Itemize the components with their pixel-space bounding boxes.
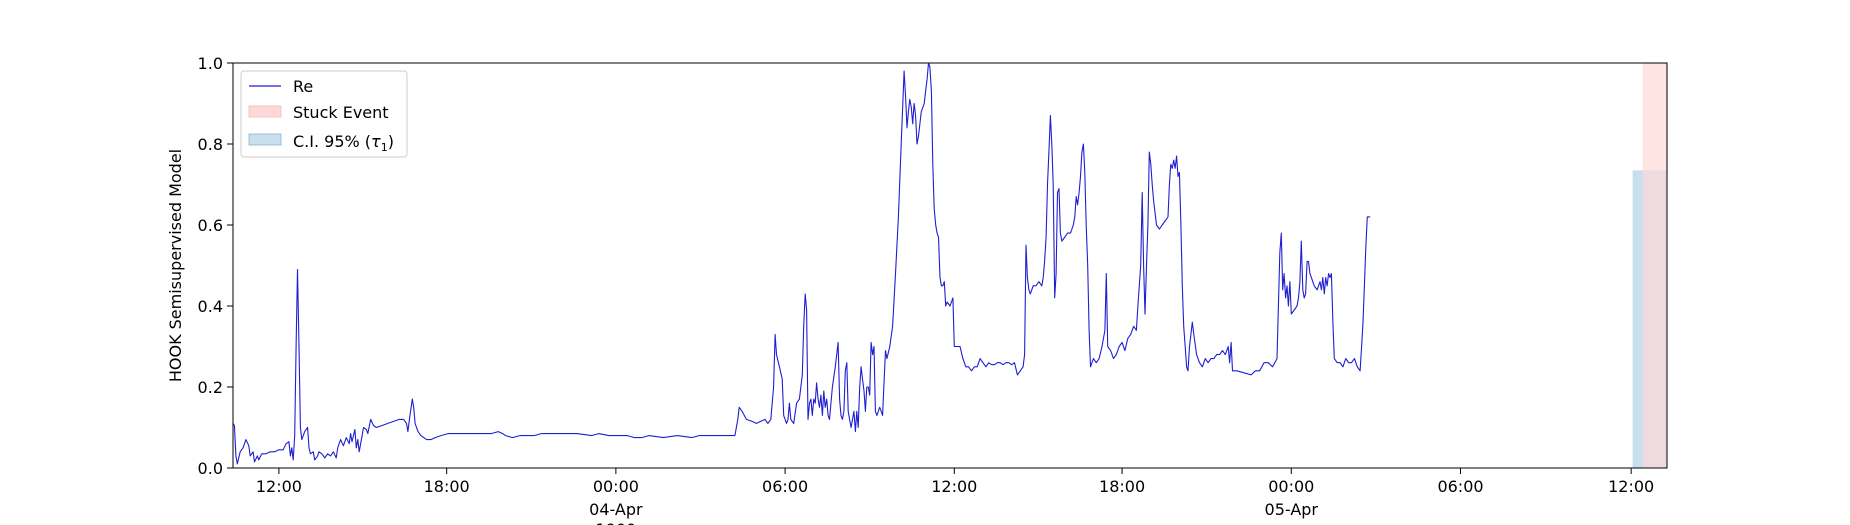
series-line-re — [232, 62, 1371, 465]
y-tick-label: 1.0 — [198, 54, 223, 73]
x-tick-label: 18:00 — [424, 477, 470, 496]
x-tick-label: 18:00 — [1099, 477, 1145, 496]
y-tick-label: 0.4 — [198, 297, 223, 316]
x-tick-label: 12:00 — [1608, 477, 1654, 496]
legend-stuck-swatch — [248, 105, 282, 118]
y-tick-label: 0.6 — [198, 216, 223, 235]
y-tick-label: 0.2 — [198, 378, 223, 397]
x-tick-label: 12:00 — [931, 477, 977, 496]
legend-label-ci: C.I. 95% (τ1) — [293, 132, 394, 154]
stuck-event-band — [1642, 63, 1667, 468]
y-tick-label: 0.0 — [198, 459, 223, 478]
x-tick-label: 06:00 — [1437, 477, 1483, 496]
legend-box — [240, 70, 408, 158]
x-tick-label: 00:00 — [593, 477, 639, 496]
x-tick-label: 12:00 — [256, 477, 302, 496]
x-tick-label: 06:00 — [762, 477, 808, 496]
legend: Re Stuck Event C.I. 95% (τ1) — [240, 70, 408, 158]
legend-ci-swatch — [248, 133, 282, 146]
x-tick-sublabel: 04-Apr — [589, 500, 643, 519]
legend-label-re: Re — [293, 77, 313, 96]
plot-frame — [232, 62, 1668, 469]
x-tick-sublabel: 05-Apr — [1265, 500, 1319, 519]
x-tick-label: 00:00 — [1268, 477, 1314, 496]
legend-label-stuck: Stuck Event — [293, 103, 389, 122]
y-axis-label: HOOK Semisupervised Model — [166, 149, 185, 382]
y-tick-label: 0.8 — [198, 135, 223, 154]
x-tick-sublabel: 1900 — [596, 520, 637, 525]
